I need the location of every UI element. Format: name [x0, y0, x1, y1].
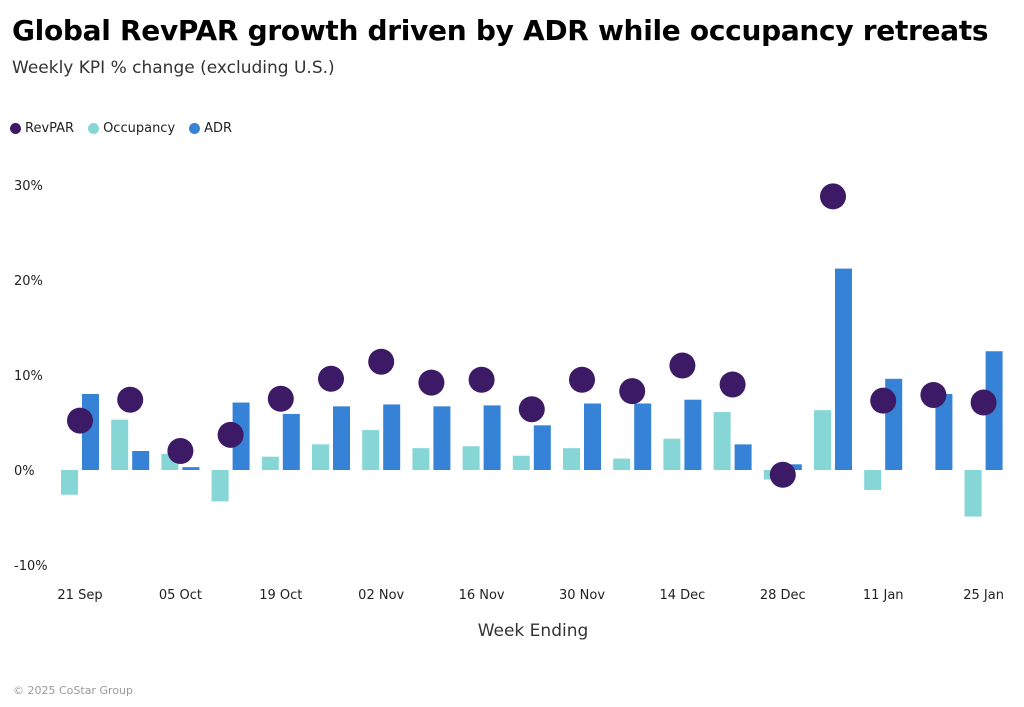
adr-bar [584, 403, 601, 470]
occupancy-bar [462, 446, 480, 470]
adr-swatch-icon [189, 123, 201, 134]
x-tick-label: 30 Nov [559, 588, 605, 603]
x-tick-label: 14 Dec [659, 588, 705, 603]
adr-bar [684, 399, 702, 470]
revpar-point [468, 366, 495, 393]
occupancy-bar [663, 438, 681, 470]
adr-bar [634, 403, 652, 470]
y-tick-label: 0% [14, 464, 35, 479]
occupancy-bar [362, 430, 380, 470]
revpar-point [820, 183, 846, 210]
revpar-point [167, 438, 194, 464]
adr-bar [935, 394, 953, 470]
revpar-point [368, 348, 395, 375]
legend-item-revpar[interactable]: RevPAR [10, 121, 74, 136]
adr-bar [533, 425, 551, 470]
revpar-point [619, 378, 646, 405]
occupancy-bar [713, 412, 731, 470]
occupancy-bar [261, 456, 279, 470]
occupancy-bar [61, 470, 78, 495]
x-tick-label: 25 Jan [963, 588, 1004, 603]
occupancy-bar [964, 470, 982, 517]
adr-bar [282, 413, 300, 470]
adr-bar [734, 444, 752, 470]
x-tick-label: 21 Sep [57, 588, 102, 603]
x-tick-label: 02 Nov [358, 588, 404, 603]
adr-bar [132, 451, 150, 470]
x-axis-label: Week Ending [478, 621, 589, 641]
occupancy-bar [814, 410, 831, 470]
revpar-point [970, 389, 997, 416]
adr-bar [182, 467, 200, 470]
occupancy-bar [613, 458, 631, 470]
revpar-point [920, 381, 947, 408]
occupancy-bar [211, 470, 229, 502]
adr-bar [383, 404, 401, 470]
chart-legend: RevPAR Occupancy ADR [10, 121, 232, 136]
revpar-point [217, 421, 244, 448]
chart-title: Global RevPAR growth driven by ADR while… [12, 14, 989, 47]
legend-label-revpar: RevPAR [25, 121, 75, 136]
legend-item-adr[interactable]: ADR [189, 121, 232, 136]
x-tick-label: 16 Nov [459, 588, 505, 603]
legend-label-occupancy: Occupancy [103, 121, 176, 136]
occupancy-bar [864, 470, 882, 490]
revpar-point [267, 385, 294, 412]
copyright-footer: © 2025 CoStar Group [13, 684, 133, 697]
x-tick-label: 28 Dec [760, 588, 806, 603]
revpar-point [719, 371, 746, 398]
adr-bar [985, 351, 1003, 470]
adr-bar [333, 406, 350, 470]
revpar-point [518, 396, 545, 423]
revpar-point [669, 352, 696, 379]
occupancy-bar [512, 455, 530, 470]
occupancy-swatch-icon [88, 123, 100, 134]
y-tick-label: -10% [14, 559, 48, 574]
legend-label-adr: ADR [204, 121, 233, 136]
occupancy-bar [563, 448, 580, 470]
adr-bar [835, 268, 852, 470]
y-tick-label: 20% [14, 274, 43, 289]
x-tick-label: 19 Oct [259, 588, 302, 603]
y-tick-label: 10% [14, 369, 43, 384]
revpar-point [67, 407, 93, 434]
x-tick-label: 11 Jan [863, 588, 904, 603]
occupancy-bar [412, 448, 430, 470]
chart-subtitle: Weekly KPI % change (excluding U.S.) [12, 58, 335, 78]
legend-item-occupancy[interactable]: Occupancy [88, 121, 175, 136]
revpar-swatch-icon [10, 123, 21, 134]
adr-bar [483, 405, 501, 470]
revpar-point [870, 387, 897, 414]
y-tick-label: 30% [14, 179, 43, 194]
x-tick-label: 05 Oct [159, 588, 202, 603]
occupancy-bar [111, 419, 129, 470]
revpar-point [569, 366, 595, 393]
adr-bar [433, 406, 451, 470]
revpar-point [117, 386, 144, 413]
revpar-point [418, 369, 445, 396]
occupancy-bar [312, 444, 329, 470]
revpar-point [318, 365, 344, 392]
revpar-point [769, 461, 796, 488]
